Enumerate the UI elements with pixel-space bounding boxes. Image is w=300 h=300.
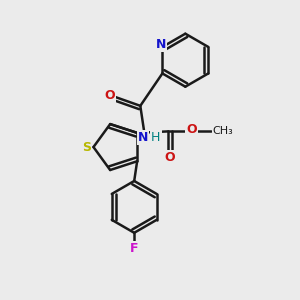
Text: N: N (156, 38, 166, 51)
Text: F: F (130, 242, 138, 256)
Text: N: N (138, 131, 148, 144)
Text: CH₃: CH₃ (213, 126, 234, 136)
Text: O: O (104, 89, 115, 102)
Text: S: S (82, 141, 91, 154)
Text: H: H (151, 131, 160, 144)
Text: O: O (186, 122, 197, 136)
Text: O: O (164, 152, 175, 164)
